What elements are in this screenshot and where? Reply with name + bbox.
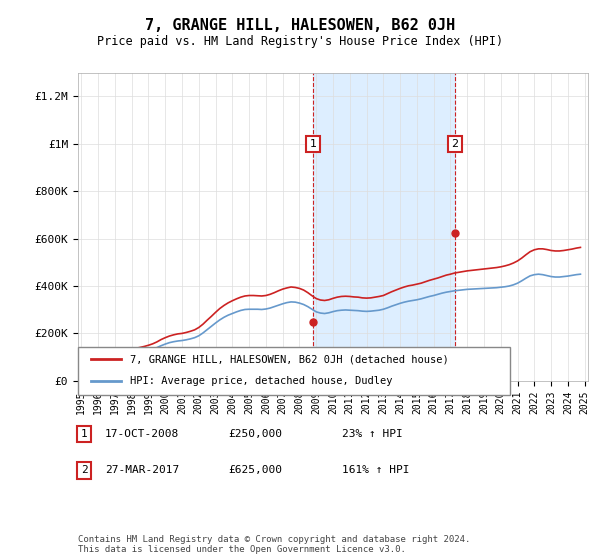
Bar <box>313 73 455 381</box>
Text: 17-OCT-2008: 17-OCT-2008 <box>105 429 179 439</box>
Text: Contains HM Land Registry data © Crown copyright and database right 2024.
This d: Contains HM Land Registry data © Crown c… <box>78 535 470 554</box>
FancyBboxPatch shape <box>78 347 510 395</box>
Text: £625,000: £625,000 <box>228 465 282 475</box>
Text: 1: 1 <box>80 429 88 439</box>
Text: HPI: Average price, detached house, Dudley: HPI: Average price, detached house, Dudl… <box>130 376 392 386</box>
Text: Price paid vs. HM Land Registry's House Price Index (HPI): Price paid vs. HM Land Registry's House … <box>97 35 503 49</box>
Text: 7, GRANGE HILL, HALESOWEN, B62 0JH: 7, GRANGE HILL, HALESOWEN, B62 0JH <box>145 18 455 32</box>
Text: £250,000: £250,000 <box>228 429 282 439</box>
Text: 7, GRANGE HILL, HALESOWEN, B62 0JH (detached house): 7, GRANGE HILL, HALESOWEN, B62 0JH (deta… <box>130 354 449 364</box>
Text: 27-MAR-2017: 27-MAR-2017 <box>105 465 179 475</box>
Text: 23% ↑ HPI: 23% ↑ HPI <box>342 429 403 439</box>
Text: 161% ↑ HPI: 161% ↑ HPI <box>342 465 409 475</box>
Text: 1: 1 <box>310 139 316 149</box>
Text: 2: 2 <box>451 139 458 149</box>
Text: 2: 2 <box>80 465 88 475</box>
